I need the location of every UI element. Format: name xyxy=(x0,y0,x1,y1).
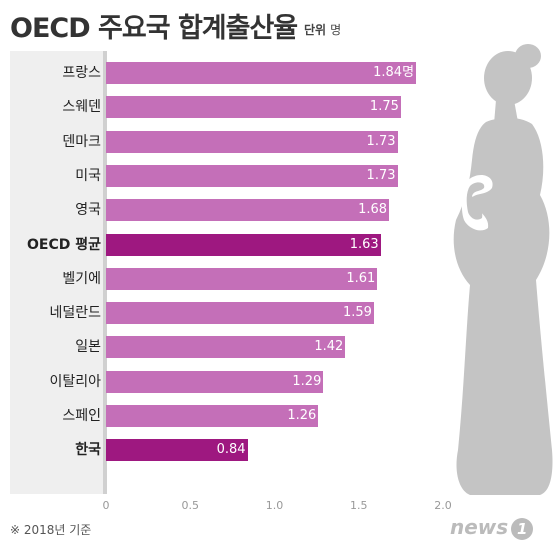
category-label: OECD 평균 xyxy=(27,236,101,253)
bar xyxy=(106,302,374,325)
news1-logo: news 1 xyxy=(450,515,534,540)
bar xyxy=(106,370,324,393)
footnote: ※ 2018년 기준 xyxy=(10,523,92,537)
x-tick-label: 0 xyxy=(102,499,110,512)
value-label: 0.84 xyxy=(216,442,246,458)
category-label: 영국 xyxy=(75,202,101,219)
unit-label: 단위 명 xyxy=(304,21,341,38)
y-axis-line xyxy=(103,51,107,494)
category-label: 한국 xyxy=(75,442,101,459)
bar xyxy=(106,233,381,256)
category-label: 덴마크 xyxy=(62,133,101,150)
value-label: 1.73 xyxy=(366,133,396,149)
x-tick-label: 1.0 xyxy=(265,499,284,512)
x-tick-label: 0.5 xyxy=(181,499,200,512)
x-tick-label: 2.0 xyxy=(434,499,452,512)
pregnant-woman-silhouette-icon xyxy=(453,44,553,496)
category-label: 일본 xyxy=(75,339,101,356)
bar xyxy=(106,405,319,427)
value-label: 1.29 xyxy=(292,373,322,389)
value-label: 1.63 xyxy=(349,236,379,252)
category-label: 스페인 xyxy=(62,408,101,424)
bar xyxy=(106,199,390,222)
value-label: 1.26 xyxy=(287,408,317,423)
bar xyxy=(106,439,248,462)
bar xyxy=(106,336,346,359)
value-label: 1.73 xyxy=(366,167,396,183)
category-label: 벨기에 xyxy=(62,270,101,287)
category-panel xyxy=(10,51,105,494)
value-label: 1.75 xyxy=(369,99,399,115)
value-label: 1.61 xyxy=(346,270,376,286)
value-label: 1.68 xyxy=(358,202,388,218)
bar xyxy=(106,130,398,153)
bar xyxy=(106,62,417,84)
unit-caption: 단위 xyxy=(304,23,327,37)
category-label: 미국 xyxy=(75,167,101,184)
value-label: 1.42 xyxy=(314,339,344,355)
bar xyxy=(106,96,401,119)
bar xyxy=(106,164,398,187)
x-tick-label: 1.5 xyxy=(350,499,368,512)
unit-value: 명 xyxy=(330,23,342,37)
category-label: 스웨덴 xyxy=(62,99,101,116)
logo-text: news xyxy=(450,515,509,539)
logo-mark: 1 xyxy=(511,518,534,540)
bar xyxy=(106,267,378,290)
category-label: 이탈리아 xyxy=(49,373,101,390)
value-label: 1.84명 xyxy=(373,65,415,80)
value-label: 1.59 xyxy=(342,305,372,321)
category-label: 프랑스 xyxy=(62,65,101,81)
chart-title: OECD 주요국 합계출산율 xyxy=(10,13,298,44)
category-label: 네덜란드 xyxy=(49,305,101,322)
